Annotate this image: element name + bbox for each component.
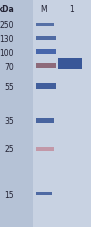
Bar	[36, 49, 56, 54]
Text: 130: 130	[0, 35, 14, 44]
Text: 55: 55	[4, 82, 14, 91]
Bar	[58, 58, 82, 69]
Text: 35: 35	[4, 116, 14, 126]
Bar	[36, 118, 54, 123]
Bar	[33, 0, 91, 227]
Text: 15: 15	[4, 190, 14, 200]
Text: 250: 250	[0, 22, 14, 30]
Bar	[36, 63, 56, 68]
Text: 70: 70	[4, 62, 14, 72]
Bar	[36, 83, 56, 89]
Text: 1: 1	[70, 5, 74, 15]
Bar	[36, 23, 54, 26]
Bar	[36, 147, 54, 151]
Bar	[36, 192, 52, 195]
Text: M: M	[41, 5, 47, 15]
Bar	[36, 36, 56, 40]
Text: 100: 100	[0, 49, 14, 57]
Text: 25: 25	[4, 146, 14, 155]
Text: kDa: kDa	[0, 5, 14, 15]
